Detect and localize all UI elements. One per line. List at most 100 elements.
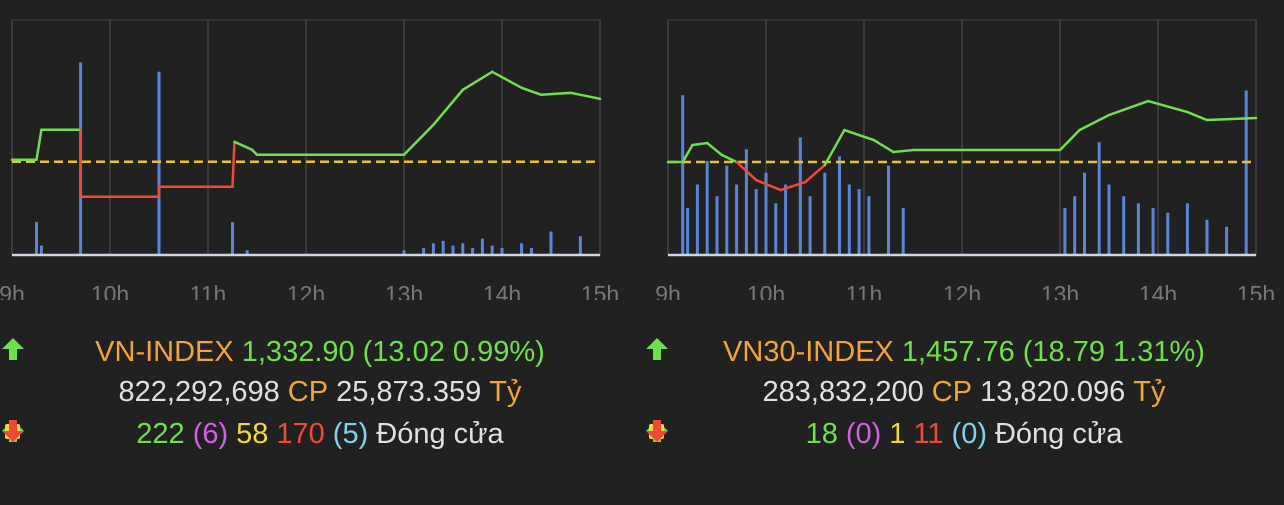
price-segment: [1058, 128, 1081, 152]
price-segment: [461, 70, 494, 92]
index-name: VN-INDEX: [95, 336, 234, 368]
x-tick-label: 14h: [1139, 281, 1177, 300]
volume-bar: [798, 137, 802, 255]
x-tick-label: 15h: [1237, 281, 1275, 300]
x-tick-label: 11h: [190, 281, 227, 300]
volume-bar: [735, 184, 739, 255]
down-arrow: [2, 420, 24, 442]
volume-bar: [1083, 172, 1086, 255]
volume-bar: [520, 243, 524, 255]
index-change: (13.02 0.99%): [362, 336, 545, 368]
price-segment: [569, 91, 602, 101]
volume-bar: [681, 95, 685, 255]
volume-bar: [431, 243, 435, 255]
x-tick-label: 12h: [287, 281, 325, 300]
volume-bar: [245, 250, 249, 255]
volume-row: 822,292,698 CP 25,873.359 Tỷ: [0, 376, 640, 409]
volume-bar: [857, 189, 861, 255]
price-segment: [1107, 99, 1150, 117]
volume-bar: [471, 247, 475, 255]
status: Đóng cửa: [376, 418, 504, 450]
index-price: 1,457.76: [901, 336, 1015, 368]
price-segment: [539, 91, 572, 97]
x-tick-label: 12h: [943, 281, 981, 300]
volume-bar: [490, 245, 494, 255]
volume-bar: [422, 247, 426, 255]
unchanged: 58: [236, 418, 269, 450]
volume-unit: CP: [287, 376, 329, 408]
index-change: (18.79 1.31%): [1022, 336, 1205, 368]
volume-bar: [529, 247, 533, 255]
price-segment: [720, 153, 738, 164]
declines: 170: [276, 418, 325, 450]
price-segment: [1186, 110, 1209, 122]
price-segment: [233, 140, 254, 152]
volume-bar: [808, 196, 812, 255]
turnover: 13,820.096: [980, 376, 1126, 408]
volume-bar: [725, 165, 729, 255]
charts: 9h 10h 11h 12h 13h 14h 15h 9h 10h 11h 12h 13h 14h 15h: [0, 19, 1275, 300]
volume-bar: [441, 240, 445, 255]
index-name: VN30-INDEX: [723, 336, 894, 368]
price-segment: [1205, 116, 1258, 122]
index-row: VN-INDEX 1,332.90 (13.02 0.99%): [0, 336, 640, 369]
x-tick-label: 13h: [1041, 281, 1079, 300]
price-segment: [843, 128, 876, 142]
ceiling: (0): [845, 418, 882, 450]
volume-bar: [744, 149, 748, 255]
volume-bar: [231, 222, 234, 255]
volume-bar: [838, 156, 841, 255]
volume-bar: [1107, 184, 1111, 255]
price-segment: [35, 128, 43, 162]
price-segment: [490, 70, 523, 90]
price-segment: [432, 88, 465, 127]
volume-bar: [887, 165, 890, 255]
volume-bar: [549, 231, 553, 255]
x-tick-label: 15h: [581, 281, 619, 300]
price-segment: [520, 86, 543, 97]
price-segment: [803, 163, 827, 184]
volume-bar: [461, 243, 465, 255]
price-segment: [735, 160, 758, 182]
volume-bar: [402, 250, 406, 255]
volume-bar: [1225, 226, 1229, 255]
volume: 283,832,200: [762, 376, 924, 408]
x-tick-label: 9h: [0, 281, 25, 300]
declines: 11: [913, 418, 944, 450]
price-segment: [1078, 113, 1111, 132]
x-tick-label: 9h: [655, 281, 681, 300]
volume-bar: [578, 236, 582, 255]
volume-bar: [1244, 90, 1248, 255]
volume-bar: [1136, 203, 1140, 255]
unchanged: 1: [889, 418, 906, 450]
status: Đóng cửa: [994, 418, 1123, 450]
breadth-row: 222 (6) 58 170 (5) Đóng cửa: [0, 418, 640, 451]
turnover-unit: Tỷ: [1133, 376, 1166, 408]
x-tick-label: 14h: [483, 281, 521, 300]
x-tick-label: 11h: [846, 281, 883, 300]
volume-row: 283,832,200 CP 13,820.096 Tỷ: [644, 376, 1284, 409]
breadth-row: 18 (0) 1 11 (0) Đóng cửa: [644, 418, 1284, 451]
price-segment: [823, 128, 846, 167]
volume-bar: [695, 184, 699, 255]
volume-bar: [754, 189, 758, 255]
price-segment: [1146, 99, 1189, 114]
advances: 222: [136, 418, 185, 450]
volume-bar: [451, 245, 455, 255]
volume-bar: [784, 184, 788, 255]
volume-bar: [39, 245, 43, 255]
up-arrow: [2, 338, 24, 360]
price-segment: [892, 148, 915, 154]
price-segment: [705, 141, 724, 157]
price-segment: [754, 178, 782, 192]
price-segment: [779, 180, 807, 192]
x-tick-label: 10h: [91, 281, 129, 300]
volume-bar: [1063, 208, 1067, 255]
volume-bar: [1073, 196, 1077, 255]
price-segment: [681, 143, 694, 164]
price-segment: [231, 140, 236, 189]
x-tick-label: 10h: [747, 281, 785, 300]
floor: (0): [951, 418, 987, 450]
volume-bar: [1151, 208, 1155, 255]
volume-bar: [157, 71, 161, 255]
